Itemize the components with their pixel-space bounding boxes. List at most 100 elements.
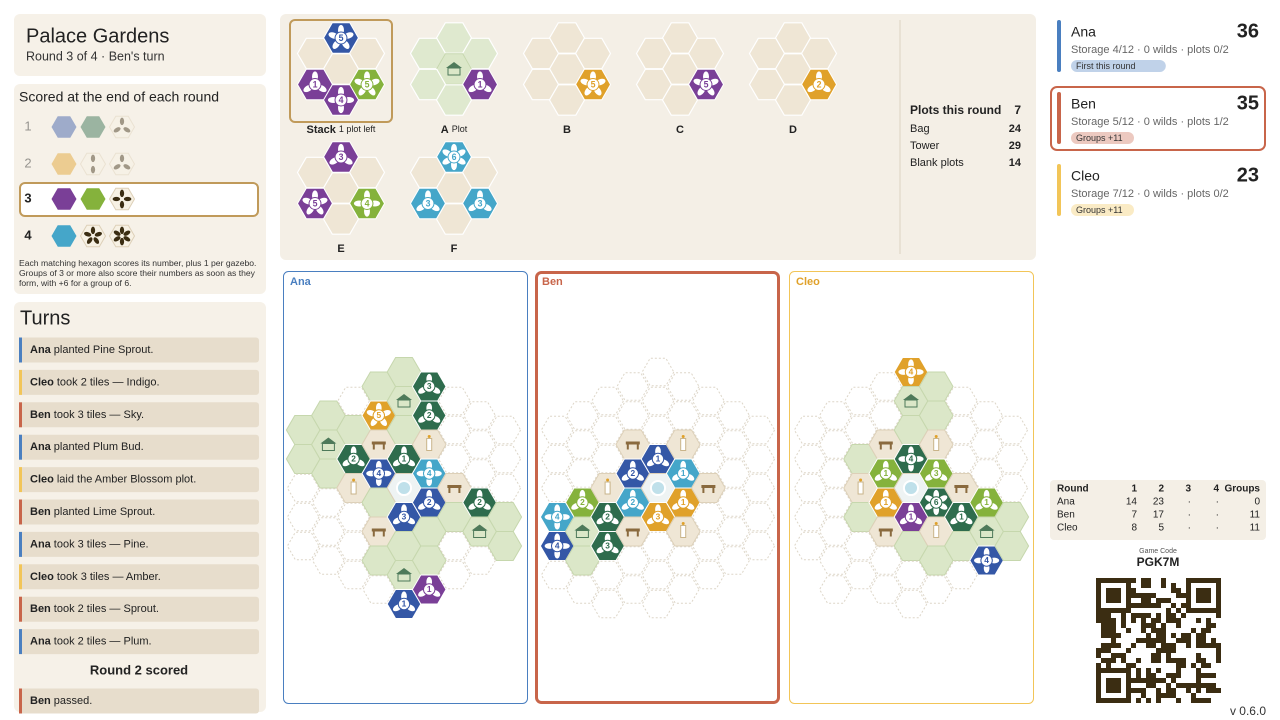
tile-number: 4	[365, 198, 370, 208]
qr-module	[1106, 578, 1111, 583]
qr-module	[1206, 578, 1211, 583]
qr-module	[1131, 618, 1136, 623]
qr-module	[1111, 658, 1116, 663]
title-card	[14, 14, 266, 76]
offer-note: 1 plot left	[339, 124, 376, 134]
qr-module	[1116, 578, 1121, 583]
hex-cell: 4	[893, 444, 929, 474]
qr-module	[1181, 638, 1186, 643]
hex-cell: 1	[386, 589, 422, 619]
offer-label[interactable]: B	[563, 124, 571, 136]
goal-pattern	[108, 152, 136, 176]
gazebo-base	[980, 530, 994, 538]
tile-number: 2	[351, 454, 356, 464]
qr-module	[1111, 608, 1116, 613]
qr-module	[1106, 588, 1111, 593]
turn-text: Ana took 3 tiles — Pine.	[30, 538, 149, 550]
petal	[90, 165, 96, 174]
supply-count: 14	[1009, 157, 1022, 169]
tile-center	[422, 380, 436, 393]
turn-action: took 3 tiles — Amber.	[57, 571, 161, 583]
qr-module	[1151, 678, 1156, 683]
tile-number: 1	[984, 497, 989, 507]
qr-module	[1131, 678, 1136, 683]
qr-module	[1186, 633, 1191, 638]
tile-number: 2	[580, 497, 585, 507]
turn-entry	[19, 467, 259, 493]
qr-module	[1096, 653, 1101, 658]
offer-label[interactable]: F	[451, 243, 458, 255]
qr-module	[1101, 668, 1106, 673]
hex-cell: 2	[800, 68, 838, 101]
qr-module	[1126, 603, 1131, 608]
qr-module	[1216, 688, 1221, 693]
qr-module	[1146, 633, 1151, 638]
selected-offer[interactable]	[289, 19, 393, 123]
player-score: 23	[1237, 164, 1259, 186]
qr-module	[1186, 593, 1191, 598]
offer-label[interactable]: C	[676, 124, 684, 136]
turn-player: Ben	[30, 506, 51, 518]
supply-label: Tower	[910, 140, 940, 152]
qr-module	[1136, 673, 1141, 678]
turn-text: Cleo took 2 tiles — Indigo.	[30, 376, 160, 388]
qr-module	[1166, 693, 1171, 698]
qr-module	[1171, 633, 1176, 638]
tower-flame	[681, 522, 685, 525]
qr-module	[1156, 658, 1161, 663]
qr-module	[1131, 578, 1136, 583]
qr-module	[1186, 643, 1191, 648]
score-cell: 0	[1254, 497, 1260, 508]
score-cell: 11	[1250, 510, 1261, 521]
petal	[113, 127, 121, 133]
qr-module	[1181, 683, 1186, 688]
qr-module	[1176, 698, 1181, 703]
turn-player-bar	[19, 467, 22, 493]
current-round-highlight	[19, 182, 259, 217]
tile-number: 5	[313, 198, 318, 208]
gazebo-base	[473, 530, 487, 538]
scoring-note: Each matching hexagon scores its number,…	[19, 258, 257, 288]
tile-center	[360, 197, 374, 210]
petal	[119, 154, 125, 163]
hex-cell	[691, 473, 726, 503]
tile-center	[360, 78, 374, 91]
petal	[123, 196, 132, 202]
hex-cell: 4	[411, 458, 447, 489]
offer-label[interactable]: D	[789, 124, 797, 136]
score-cell: 17	[1153, 510, 1165, 521]
offer-name: D	[789, 124, 797, 136]
tile-number: 1	[427, 584, 432, 594]
qr-module	[1196, 668, 1201, 673]
qr-module	[1106, 683, 1111, 688]
turn-player: Cleo	[30, 571, 54, 583]
qr-module	[1146, 603, 1151, 608]
qr-module	[1096, 583, 1101, 588]
qr-module	[1151, 643, 1156, 648]
tile-number: 1	[681, 468, 686, 478]
board-owner: Ana	[290, 276, 312, 288]
turn-entry	[19, 531, 259, 557]
turn-player: Cleo	[30, 376, 54, 388]
gazebo-base	[397, 573, 411, 582]
player-badge-text: Groups +11	[1076, 205, 1123, 215]
qr-module	[1156, 648, 1161, 653]
hex-cell	[548, 84, 586, 116]
qr-module	[1101, 608, 1106, 613]
turn-player-bar	[19, 596, 22, 622]
tower-flame	[681, 435, 685, 438]
offer-label[interactable]: A Plot	[441, 124, 468, 136]
qr-module	[1196, 683, 1201, 688]
qr-module	[1176, 683, 1181, 688]
score-header: 2	[1158, 484, 1164, 495]
turn-text: Ben passed.	[30, 695, 92, 707]
player-badge	[1071, 204, 1134, 216]
qr-module	[1206, 623, 1211, 628]
petal	[119, 237, 125, 246]
offer-label[interactable]: E	[337, 243, 344, 255]
offer-label[interactable]: Stack 1 plot left	[307, 124, 376, 136]
qr-module	[1176, 668, 1181, 673]
petal	[119, 200, 125, 209]
tile-center	[626, 467, 640, 480]
